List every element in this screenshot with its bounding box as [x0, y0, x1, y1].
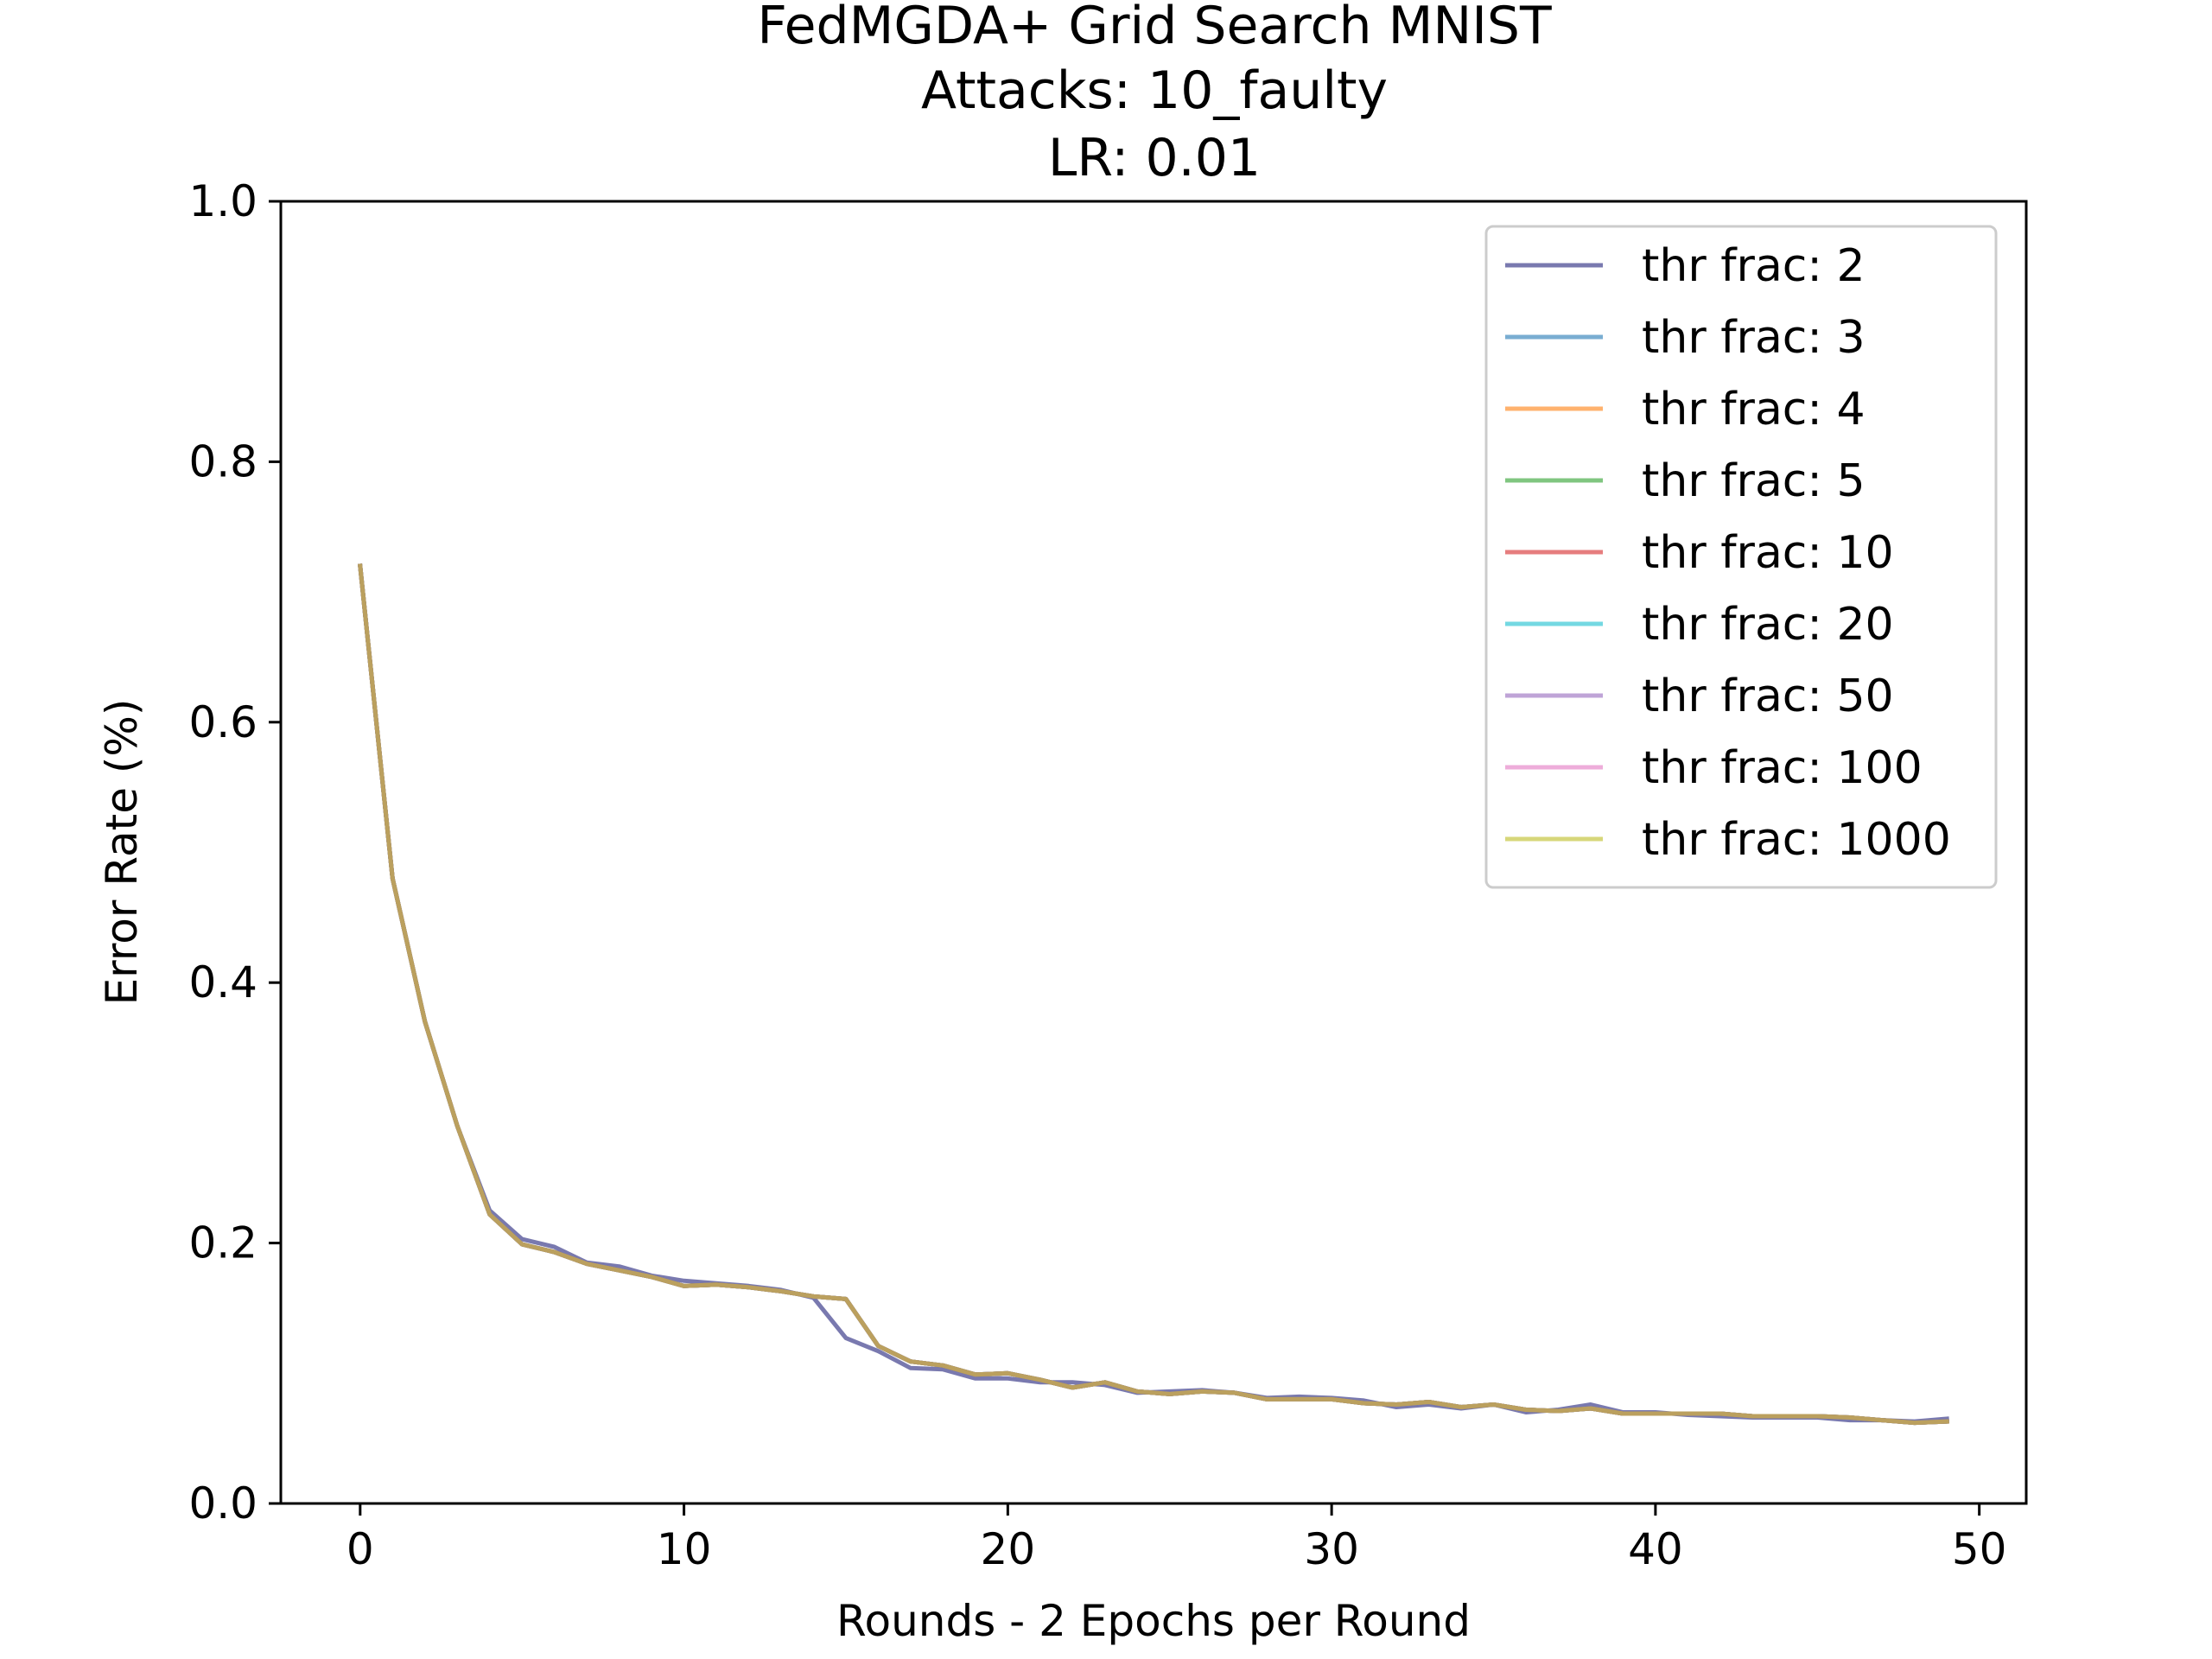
x-tick-label: 0 [346, 1524, 374, 1574]
y-tick-label: 1.0 [188, 176, 257, 226]
legend-label-3: thr frac: 4 [1642, 384, 1866, 435]
y-tick-label: 0.8 [188, 436, 257, 486]
x-tick-label: 40 [1628, 1524, 1683, 1574]
legend-label-7: thr frac: 50 [1642, 671, 1894, 722]
y-tick-label: 0.6 [188, 697, 257, 747]
legend-label-5: thr frac: 10 [1642, 527, 1894, 579]
legend-box [1484, 225, 1998, 889]
x-axis-label: Rounds - 2 Epochs per Round [836, 1596, 1471, 1646]
y-tick-label: 0.0 [188, 1478, 257, 1529]
legend: thr frac: 2 thr frac: 3 thr frac: 4 thr fra… [1484, 225, 1998, 889]
chart-title-line-3: LR: 0.01 [1048, 128, 1261, 188]
x-tick-label: 50 [1952, 1524, 2007, 1574]
legend-label-2: thr frac: 3 [1642, 312, 1866, 364]
legend-label-8: thr frac: 100 [1642, 742, 1923, 794]
series-line-9 [358, 563, 1949, 1426]
legend-label-9: thr frac: 1000 [1642, 814, 1951, 866]
legend-label-4: thr frac: 5 [1642, 455, 1866, 507]
chart-title-line-1: FedMGDA+ Grid Search MNIST [757, 0, 1552, 56]
legend-label-6: thr frac: 20 [1642, 599, 1894, 651]
y-tick-label: 0.4 [188, 957, 257, 1007]
x-tick-label: 10 [657, 1524, 712, 1574]
y-axis-label: Error Rate (%) [97, 699, 147, 1006]
y-axis-ticks: 0.0 0.2 0.4 0.6 0.8 1.0 [188, 176, 281, 1529]
y-tick-label: 0.2 [188, 1218, 257, 1268]
chart-title: FedMGDA+ Grid Search MNIST Attacks: 10_f… [757, 0, 1552, 188]
chart-title-line-2: Attacks: 10_faulty [921, 60, 1388, 121]
series-lines [358, 563, 1949, 1426]
plot-frame [279, 200, 2028, 1505]
x-axis-ticks: 0 10 20 30 40 50 [346, 1503, 2007, 1574]
x-tick-label: 20 [981, 1524, 1036, 1574]
x-tick-label: 30 [1304, 1524, 1359, 1574]
legend-label-1: thr frac: 2 [1642, 240, 1866, 292]
